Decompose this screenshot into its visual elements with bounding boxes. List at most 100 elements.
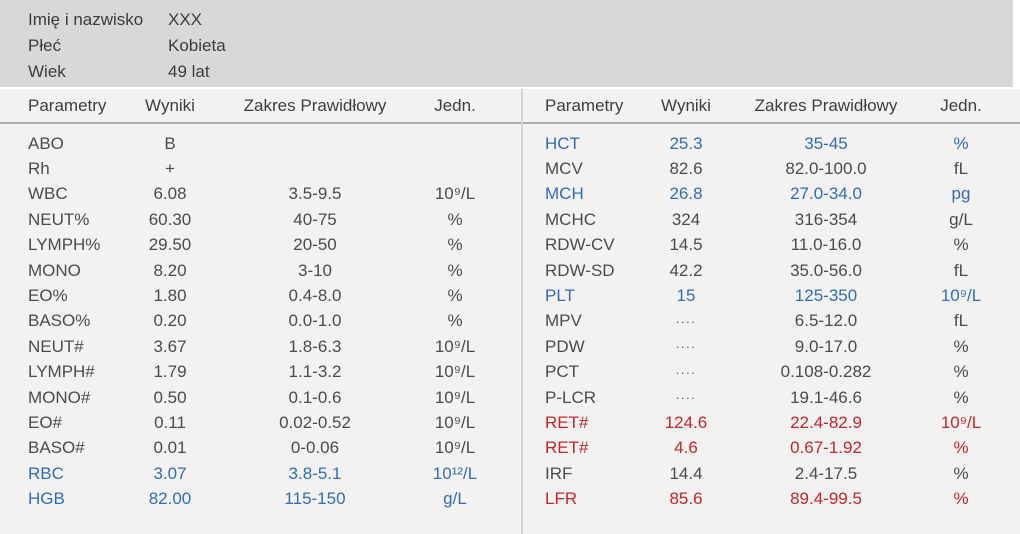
result-value: 0.20 [153,311,187,331]
table-row: MCHC 324 316-354 g/L [523,207,1020,232]
table-row: LYMPH# 1.79 1.1-3.2 10⁹/L [0,360,521,385]
parameter-name: MCHC [545,209,596,229]
result-value: B [164,133,176,153]
table-row: BASO# 0.01 0-0.06 10⁹/L [0,436,521,461]
table-row: Rh + [0,156,521,181]
patient-info-panel: Imię i nazwisko XXX Płeć Kobieta Wiek 49… [0,0,1013,87]
unit-label: % [953,463,969,483]
reference-range: 316-354 [794,209,858,229]
result-value: 29.50 [148,235,192,255]
table-row: BASO% 0.20 0.0-1.0 % [0,309,521,334]
patient-field-row: Wiek 49 lat [28,59,1013,85]
parameter-name: HCT [545,133,580,153]
result-value: 324 [671,209,701,229]
reference-range: 2.4-17.5 [794,463,858,483]
unit-label: % [447,260,463,280]
reference-range: 0.4-8.0 [288,286,342,306]
result-value: 0.01 [153,438,187,458]
unit-label: 10⁹/L [434,438,476,458]
result-value: 26.8 [669,184,703,204]
results-table-left: Parametry Wyniki Zakres Prawidłowy Jedn.… [0,89,521,512]
column-header-jedn: Jedn. [940,95,982,115]
reference-range: 19.1-46.6 [790,387,862,407]
unit-label: % [447,209,463,229]
table-row: RET# 124.6 22.4-82.9 10⁹/L [523,410,1020,435]
result-value: .... [675,336,697,352]
column-header-zakres: Zakres Prawidłowy [754,95,898,115]
table-row: LFR 85.6 89.4-99.5 % [523,486,1020,511]
unit-label: % [953,235,969,255]
reference-range: 27.0-34.0 [790,184,862,204]
parameter-name: RET# [545,412,589,432]
table-row: WBC 6.08 3.5-9.5 10⁹/L [0,182,521,207]
reference-range: 3.5-9.5 [288,184,342,204]
unit-label: fL [953,159,969,179]
column-header-wyniki: Wyniki [145,95,195,115]
results-area: Parametry Wyniki Zakres Prawidłowy Jedn.… [0,89,1020,534]
result-value: 6.08 [153,184,187,204]
column-headers-left: Parametry Wyniki Zakres Prawidłowy Jedn. [0,89,521,122]
patient-field-row: Imię i nazwisko XXX [28,7,1013,33]
unit-label: % [953,362,969,382]
table-row: PLT 15 125-350 10⁹/L [523,283,1020,308]
result-value: 82.00 [148,489,192,509]
table-row: ABO B [0,131,521,156]
parameter-name: PLT [545,286,575,306]
parameter-name: RDW-CV [545,235,615,255]
reference-range: 6.5-12.0 [794,311,858,331]
unit-label: % [953,133,969,153]
table-row: NEUT# 3.67 1.8-6.3 10⁹/L [0,334,521,359]
reference-range: 0-0.06 [290,438,340,458]
unit-label: % [953,438,969,458]
result-value: 15 [676,286,696,306]
reference-range: 1.8-6.3 [288,336,342,356]
table-rows-right: HCT 25.3 35-45 % MCV 82.6 82.0-100.0 fL … [523,122,1020,512]
patient-field-value: XXX [168,10,203,29]
result-value: .... [675,310,697,326]
reference-range: 3-10 [297,260,333,280]
table-row: MCV 82.6 82.0-100.0 fL [523,156,1020,181]
reference-range: 35-45 [804,133,848,153]
table-divider-line [521,89,523,534]
unit-label: fL [953,311,969,331]
table-row: MONO# 0.50 0.1-0.6 10⁹/L [0,385,521,410]
table-row: MPV .... 6.5-12.0 fL [523,309,1020,334]
table-row: EO% 1.80 0.4-8.0 % [0,283,521,308]
unit-label: % [447,311,463,331]
reference-range: 3.8-5.1 [288,463,342,483]
reference-range: 1.1-3.2 [288,362,342,382]
column-header-wyniki: Wyniki [661,95,711,115]
reference-range: 11.0-16.0 [790,235,862,255]
reference-range: 115-150 [284,489,346,509]
result-value: 8.20 [153,260,187,280]
unit-label: % [953,387,969,407]
parameter-name: BASO% [28,311,91,331]
result-value: 4.6 [674,438,698,458]
result-value: 85.6 [669,489,703,509]
unit-label: % [447,235,463,255]
patient-field-value: Kobieta [168,36,226,55]
patient-field-value: 49 lat [168,62,210,81]
column-header-jedn: Jedn. [434,95,476,115]
reference-range: 0.67-1.92 [790,438,862,458]
parameter-name: IRF [545,463,573,483]
unit-label: 10¹²/L [432,463,478,483]
reference-range: 0.108-0.282 [780,362,872,382]
result-value: 25.3 [669,133,703,153]
parameter-name: LYMPH# [28,362,95,382]
parameter-name: PDW [545,336,585,356]
column-header-parametry: Parametry [28,95,107,115]
table-row: EO# 0.11 0.02-0.52 10⁹/L [0,410,521,435]
parameter-name: RET# [545,438,589,458]
reference-range: 125-350 [794,286,858,306]
column-headers-right: Parametry Wyniki Zakres Prawidłowy Jedn. [523,89,1020,122]
result-value: 42.2 [669,260,703,280]
patient-field-label: Wiek [28,62,66,81]
patient-field-label: Imię i nazwisko [28,10,144,29]
result-value: + [165,159,175,179]
parameter-name: ABO [28,133,64,153]
unit-label: 10⁹/L [434,184,476,204]
results-table-right: Parametry Wyniki Zakres Prawidłowy Jedn.… [523,89,1020,512]
column-header-parametry: Parametry [545,95,624,115]
parameter-name: MPV [545,311,582,331]
